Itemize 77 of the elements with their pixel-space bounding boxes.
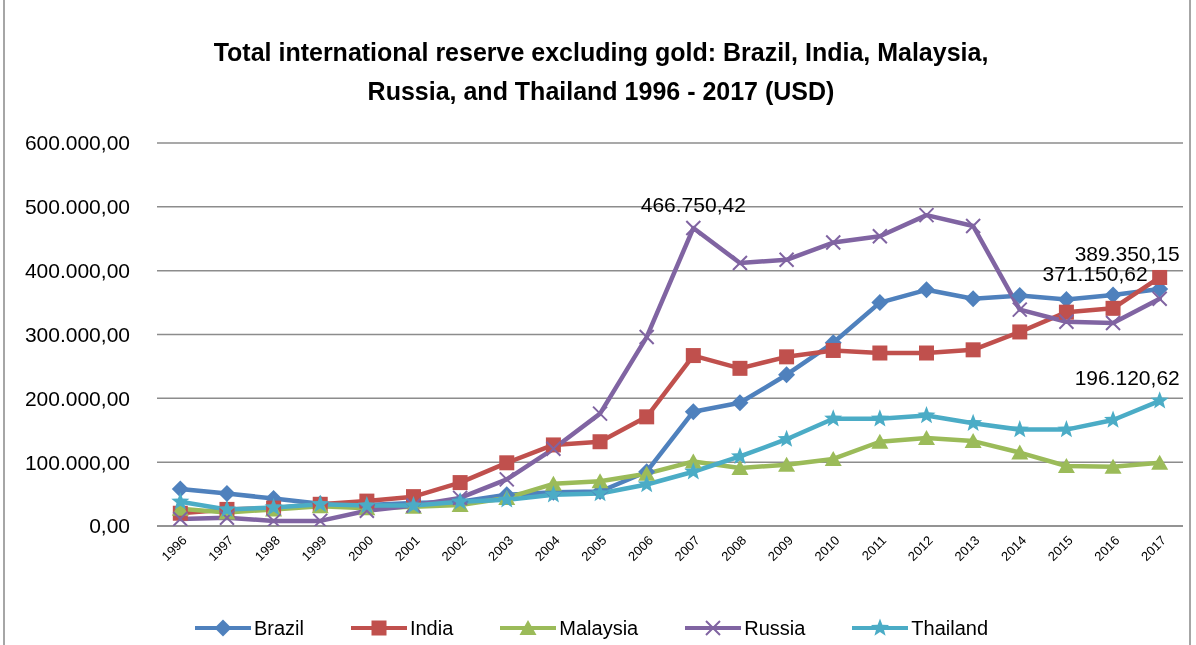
point [731, 255, 748, 272]
point [545, 440, 562, 457]
point [1057, 458, 1075, 473]
point [871, 433, 889, 449]
y-tick-label: 200.000,00 [24, 386, 130, 410]
point [965, 217, 982, 234]
point [1104, 458, 1122, 474]
point [825, 342, 841, 358]
point [1151, 454, 1169, 470]
point [1150, 391, 1169, 409]
point [731, 459, 749, 475]
point [731, 394, 749, 412]
legend-label: Thailand [911, 616, 989, 640]
point [498, 471, 515, 488]
point [777, 429, 796, 447]
legend-label: India [409, 616, 454, 640]
chart-title: Total international reserve excluding gold: Brazil, India, Malaysia, Russia, and Thailand 1996 - 2017 (USD) [212, 37, 990, 107]
point [918, 207, 935, 224]
point [824, 450, 842, 466]
point [452, 489, 469, 506]
point [732, 360, 748, 376]
point [825, 234, 842, 251]
point [778, 456, 796, 472]
point [1058, 313, 1075, 330]
point [918, 429, 935, 445]
point [685, 348, 701, 364]
point [639, 409, 655, 425]
point [499, 455, 515, 471]
point [218, 509, 235, 526]
point [965, 342, 981, 358]
point [918, 281, 935, 299]
point [871, 294, 889, 312]
y-tick-label: 600.000,00 [24, 131, 130, 155]
point [1151, 290, 1168, 307]
y-tick-label: 500.000,00 [24, 195, 130, 219]
point [871, 228, 888, 245]
point [917, 406, 936, 424]
point [964, 290, 982, 308]
data-label: 466.750,42 [640, 193, 746, 217]
point [1152, 269, 1168, 285]
legend-label: Russia [744, 616, 806, 640]
y-tick-label: 100.000,00 [24, 450, 130, 474]
point [870, 409, 889, 427]
point [684, 462, 703, 480]
point [779, 349, 795, 365]
y-tick-label: 400.000,00 [24, 259, 130, 283]
point [872, 345, 888, 361]
point [638, 329, 655, 346]
point [778, 366, 796, 384]
point [592, 434, 608, 450]
point [171, 480, 189, 498]
data-label: 196.120,62 [1074, 365, 1180, 389]
y-tick-label: 300.000,00 [24, 322, 130, 346]
legend-label: Malaysia [559, 616, 639, 640]
y-tick-label: 0,00 [89, 514, 130, 538]
point [452, 475, 468, 491]
point [1011, 301, 1028, 318]
point [919, 345, 934, 361]
point [218, 484, 236, 502]
point [1105, 315, 1122, 332]
point [1011, 444, 1029, 460]
point [171, 492, 190, 510]
point [1010, 420, 1029, 438]
point [964, 433, 982, 449]
point [778, 251, 795, 268]
point [172, 510, 189, 526]
legend-label: Brazil [253, 616, 304, 640]
point [591, 473, 609, 489]
point [312, 512, 329, 526]
point [1012, 324, 1028, 340]
point [685, 220, 702, 237]
point [824, 409, 843, 427]
point [265, 512, 282, 526]
point [684, 403, 702, 421]
point [1105, 300, 1121, 316]
point [592, 405, 609, 422]
point [1011, 287, 1029, 305]
